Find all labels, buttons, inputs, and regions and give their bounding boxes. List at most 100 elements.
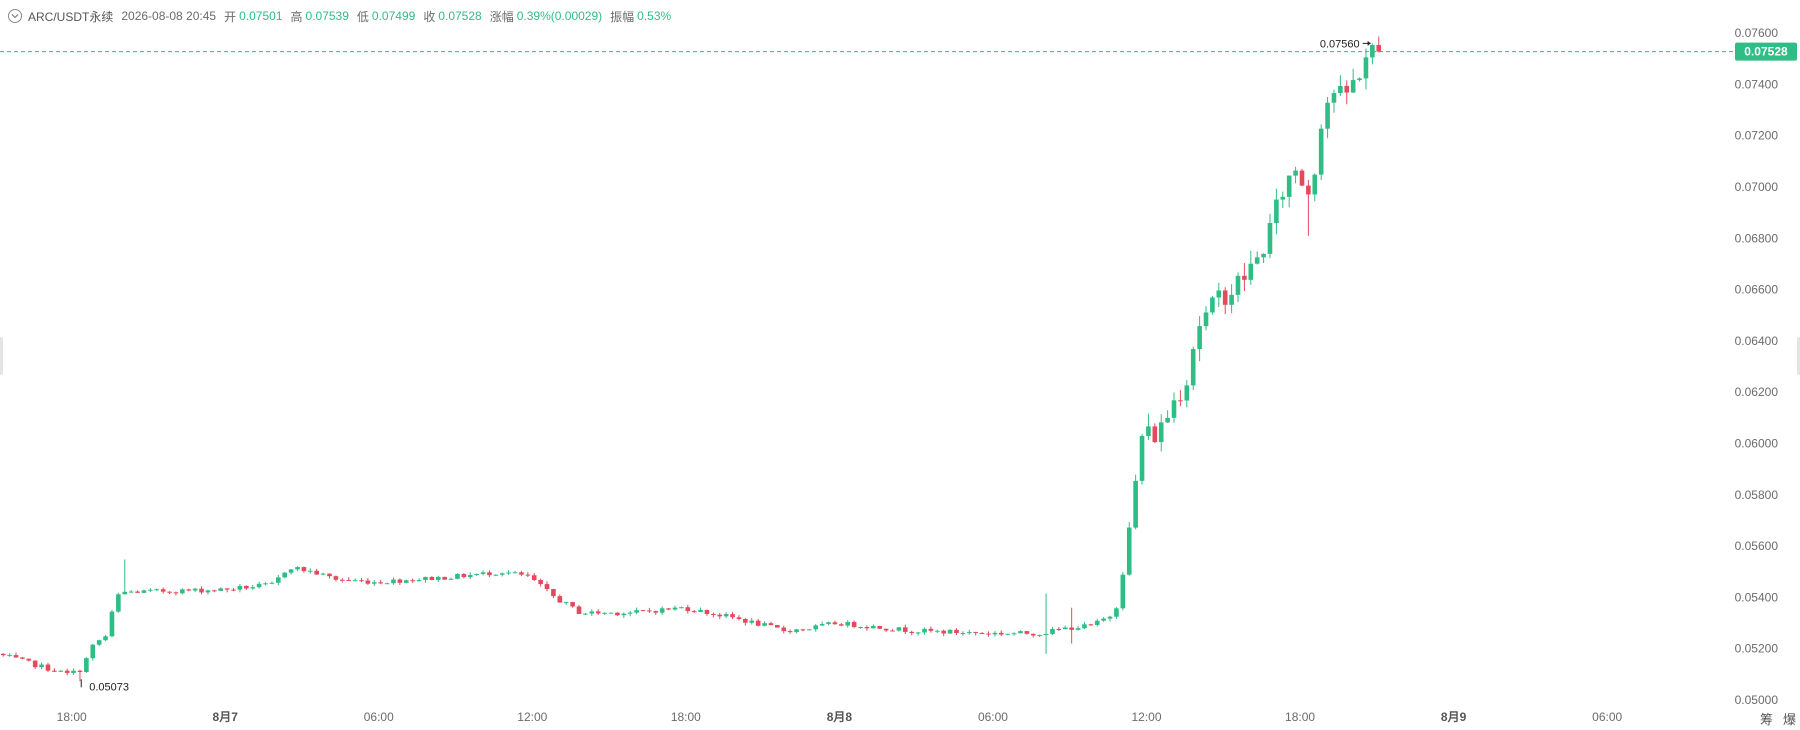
candle-body — [960, 632, 966, 634]
y-tick-label: 0.06600 — [1735, 283, 1779, 297]
candle-body — [109, 611, 115, 637]
candle-body — [499, 573, 505, 575]
candle-body — [1005, 633, 1010, 635]
candle-body — [307, 570, 313, 572]
candle-body — [903, 627, 908, 632]
candle-body — [659, 608, 665, 613]
candle-body — [1350, 80, 1356, 93]
candle-body — [1114, 608, 1119, 617]
candle-body — [800, 629, 806, 631]
candle-body — [58, 670, 64, 672]
candle-body — [199, 588, 204, 593]
candle-body — [653, 611, 659, 613]
chip-distribution-button[interactable]: 筹 — [1759, 712, 1773, 727]
candle-body — [1210, 297, 1215, 313]
candle-body — [615, 612, 620, 616]
x-tick-label: 18:00 — [57, 710, 87, 724]
candle-body — [551, 588, 556, 597]
candle-body — [1203, 312, 1209, 327]
candle-body — [1146, 426, 1151, 437]
candle-body — [954, 629, 959, 634]
candle-body — [26, 658, 32, 661]
candle-body — [736, 617, 742, 619]
candle-body — [1024, 631, 1030, 634]
candle-body — [1318, 128, 1324, 175]
candle-body — [1069, 627, 1074, 630]
y-tick-label: 0.07600 — [1735, 26, 1779, 40]
y-tick-label: 0.05200 — [1735, 642, 1779, 656]
candle-body — [966, 632, 972, 634]
y-tick-label: 0.05600 — [1735, 539, 1779, 553]
candle-body — [685, 607, 691, 612]
candle-body — [1376, 44, 1382, 52]
candle-body — [1235, 275, 1241, 295]
candles-layer — [0, 36, 1382, 682]
candle-body — [1082, 624, 1087, 629]
change-value: 0.39%(0.00029) — [516, 9, 603, 23]
candle-body — [851, 621, 857, 628]
candle-body — [320, 573, 326, 575]
candle-body — [314, 570, 320, 575]
candle-body — [205, 590, 211, 593]
high-label: 高 — [290, 9, 303, 24]
candle-body — [237, 585, 243, 590]
candle-body — [627, 612, 633, 614]
candle-body — [455, 573, 460, 579]
candle-body — [365, 580, 371, 584]
candle-body — [13, 655, 19, 658]
candle-body — [1197, 326, 1202, 350]
candle-body — [819, 624, 825, 626]
candle-body — [813, 625, 819, 630]
candle-body — [269, 582, 275, 584]
candle-body — [704, 609, 710, 614]
candle-body — [256, 583, 262, 588]
candle-body — [378, 582, 383, 584]
low-label: 低 — [356, 9, 369, 24]
candle-body — [429, 576, 435, 581]
candle-body — [96, 640, 102, 645]
candle-body — [1267, 222, 1273, 254]
candle-body — [1254, 257, 1260, 264]
left-panel-handle[interactable] — [0, 337, 3, 375]
open-label: 开 — [224, 9, 237, 24]
last-price-text: 0.07528 — [1744, 45, 1788, 59]
candle-body — [212, 590, 217, 592]
candle-body — [986, 633, 991, 635]
candle-body — [877, 625, 883, 629]
candle-body — [1274, 199, 1279, 223]
candle-body — [1126, 527, 1132, 575]
candle-body — [148, 589, 153, 591]
candle-body — [647, 610, 652, 612]
candle-body — [890, 630, 895, 632]
y-tick-label: 0.06800 — [1735, 231, 1779, 245]
y-tick-label: 0.07000 — [1735, 180, 1779, 194]
candle-body — [794, 629, 799, 633]
candle-body — [909, 631, 915, 634]
candle-body — [691, 611, 697, 613]
y-tick-label: 0.05400 — [1735, 590, 1779, 604]
candle-body — [640, 610, 646, 612]
collapse-chevron-icon[interactable] — [8, 9, 22, 23]
candle-body — [1062, 627, 1068, 630]
candle-body — [1190, 349, 1196, 386]
liquidation-button[interactable]: 爆 — [1782, 712, 1796, 727]
candle-body — [781, 627, 787, 632]
candle-body — [461, 573, 467, 578]
y-tick-label: 0.06200 — [1735, 385, 1779, 399]
candle-body — [327, 573, 332, 577]
candle-body — [563, 602, 569, 604]
time-axis[interactable]: 18:00 8月7 06:00 12:00 18:00 8月8 06:00 12:00 18:0… — [57, 710, 1623, 724]
candle-body — [634, 610, 639, 613]
candle-body — [519, 572, 524, 575]
candle-body — [154, 589, 160, 591]
candle-body — [1344, 85, 1350, 93]
candle-body — [1325, 102, 1330, 129]
candle-body — [896, 627, 902, 631]
last-price-badge — [1735, 42, 1797, 61]
right-panel-handle[interactable] — [1797, 337, 1800, 375]
candle-body — [768, 623, 774, 626]
candle-body — [173, 592, 179, 594]
price-axis[interactable]: 0.07600 0.07400 0.07200 0.07000 0.06800 0.066… — [1735, 26, 1779, 707]
